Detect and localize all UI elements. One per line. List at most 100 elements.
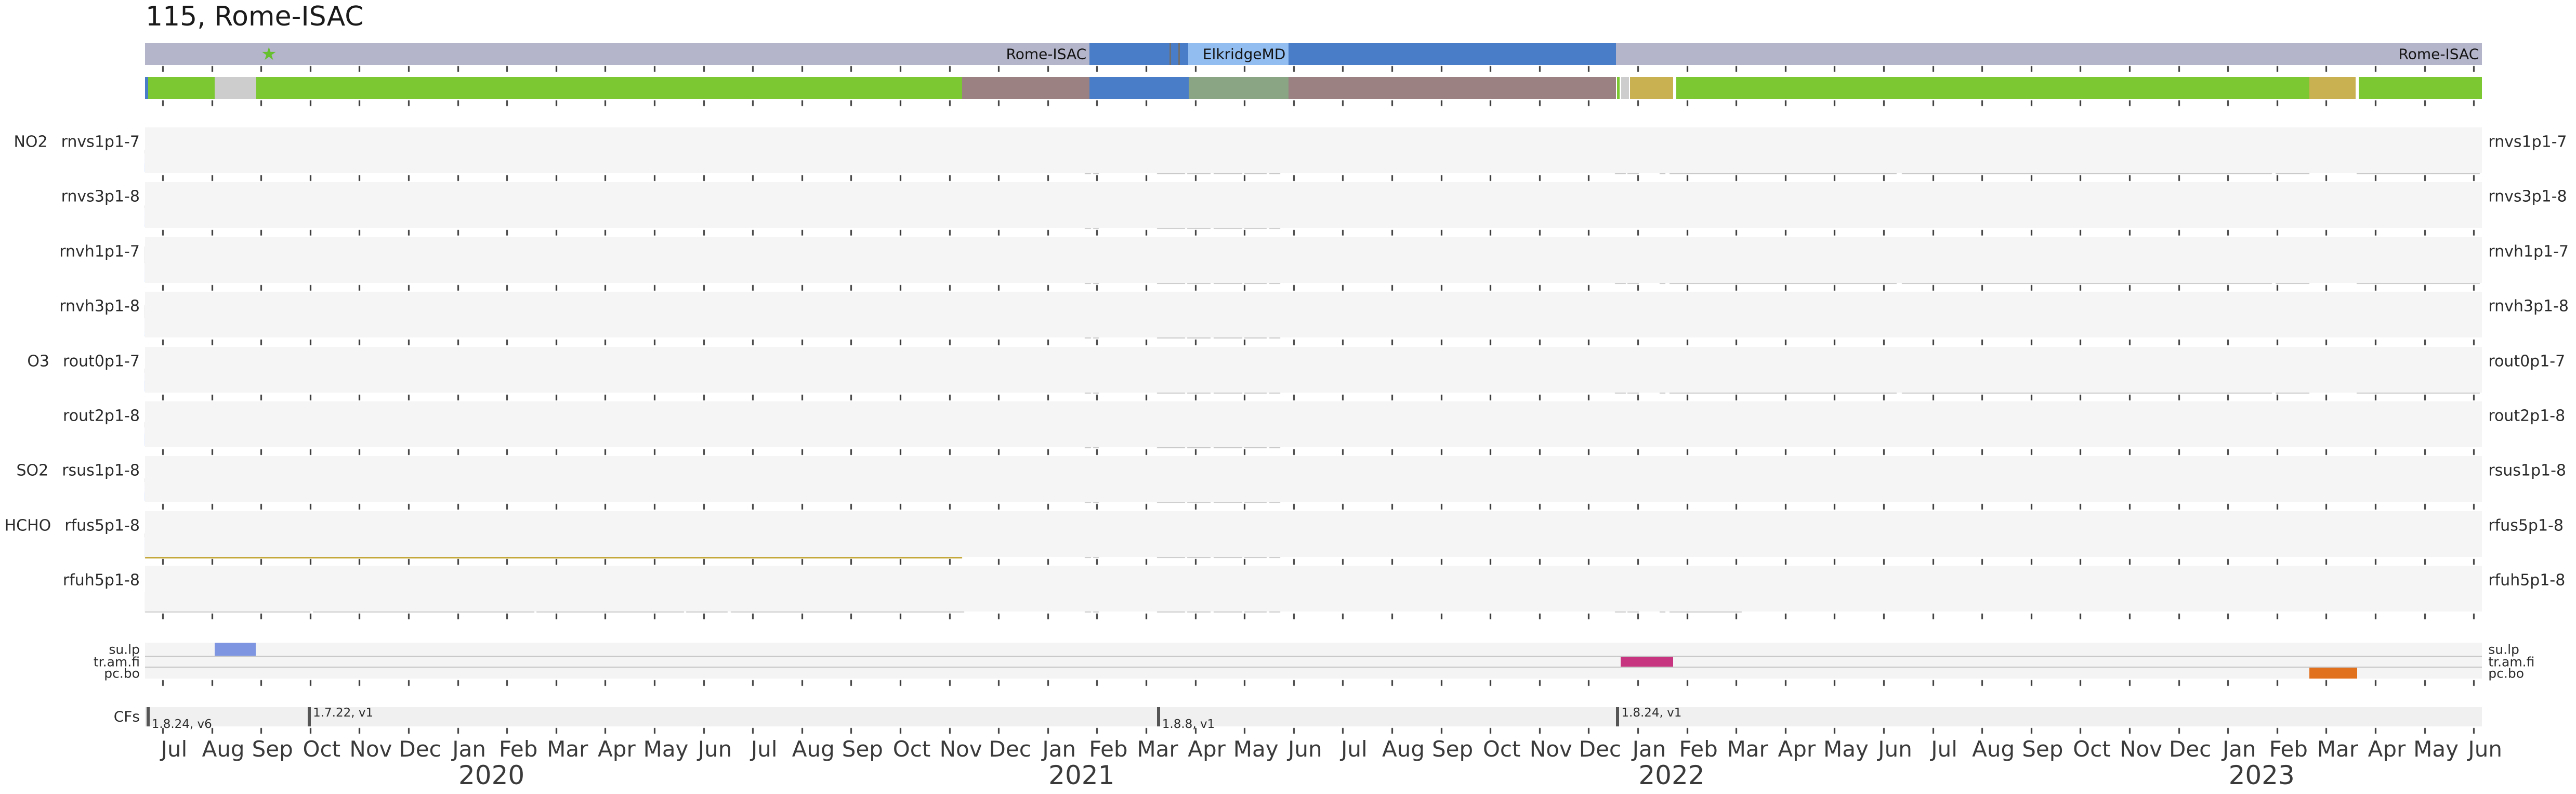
- axis-month-label: Oct: [2073, 736, 2111, 762]
- deployment-separator: [1178, 43, 1180, 65]
- axis-month-label: Nov: [1529, 736, 1572, 762]
- axis-month-label: Oct: [1482, 736, 1521, 762]
- row-background: [144, 292, 2482, 337]
- row-label-right: rfus5p1-8: [2488, 516, 2564, 535]
- axis-month-label: Jun: [2468, 736, 2502, 762]
- axis-month-label: Sep: [252, 736, 293, 762]
- product-label: rfus5p1-8: [64, 516, 140, 535]
- axis-month-label: Feb: [1089, 736, 1128, 762]
- axis-month-label: May: [1823, 736, 1869, 762]
- row-label-right: rnvh1p1-7: [2488, 242, 2569, 261]
- deployment-separator: [1169, 43, 1172, 65]
- row-background: [144, 182, 2482, 228]
- axis-month-label: Jan: [1632, 736, 1666, 762]
- status-segment: [1089, 77, 1189, 99]
- row-label-left: SO2 rsus1p1-8: [16, 462, 140, 480]
- status-segment: [1289, 77, 1616, 99]
- axis-month-label: Feb: [1679, 736, 1718, 762]
- axis-month-label: Jul: [1341, 736, 1368, 762]
- axis-month-label: Jul: [1931, 736, 1957, 762]
- product-label: rnvs1p1-7: [61, 133, 140, 151]
- event-label-right: tr.am.fi: [2488, 654, 2535, 669]
- axis-month-label: Dec: [2168, 736, 2212, 762]
- product-label: rnvs3p1-8: [61, 187, 140, 206]
- species-group-label: NO2: [14, 133, 48, 151]
- event-label-right: su.lp: [2488, 642, 2519, 657]
- location-segment: ElkridgeMD: [1188, 43, 1289, 65]
- status-segment: [1617, 77, 1620, 99]
- event-label-right: pc.bo: [2488, 666, 2525, 681]
- axis-month-label: Aug: [792, 736, 835, 762]
- row-background: [144, 511, 2482, 557]
- status-segment: [1621, 77, 1629, 99]
- product-label: rout2p1-8: [63, 407, 140, 425]
- status-segment: [215, 77, 256, 99]
- status-timeline-bar: [144, 77, 2482, 99]
- cfs-version-text: 1.8.24, v6: [151, 718, 212, 731]
- axis-month-label: Sep: [2022, 736, 2064, 762]
- event-strip: [144, 643, 2482, 656]
- axis-month-label: Jan: [452, 736, 486, 762]
- axis-month-label: Sep: [842, 736, 883, 762]
- axis-month-label: Jun: [698, 736, 732, 762]
- location-segment: Rome-ISAC: [1616, 43, 2482, 65]
- event-label-left: tr.am.fi: [93, 654, 140, 669]
- axis-month-label: Feb: [499, 736, 538, 762]
- status-segment: [2309, 77, 2356, 99]
- axis-month-label: Aug: [202, 736, 245, 762]
- event-block: [1620, 657, 1674, 667]
- axis-month-label: Nov: [2120, 736, 2162, 762]
- row-background: [144, 401, 2482, 447]
- axis-month-label: Jul: [751, 736, 778, 762]
- row-label-left: rnvs3p1-8: [61, 188, 140, 206]
- axis-month-label: Apr: [1188, 736, 1226, 762]
- status-segment: [144, 77, 148, 99]
- cfs-version-text: 1.7.22, v1: [313, 706, 374, 720]
- calibration-star-icon: ★: [261, 44, 277, 64]
- axis-year-label: 2020: [458, 760, 525, 790]
- axis-month-label: Jan: [1042, 736, 1076, 762]
- row-label-left: rout2p1-8: [63, 407, 140, 425]
- row-label-left: rnvh1p1-7: [59, 243, 140, 261]
- cfs-version-marker: [308, 707, 311, 726]
- page-title: 115, Rome-ISAC: [146, 1, 364, 32]
- axis-month-label: Mar: [547, 736, 588, 762]
- cfs-label: CFs: [113, 708, 140, 725]
- cfs-band: [144, 707, 2482, 726]
- row-label-left: NO2 rnvs1p1-7: [14, 133, 140, 151]
- row-label-right: rsus1p1-8: [2488, 461, 2567, 480]
- status-segment: [256, 77, 963, 99]
- row-label-right: rout0p1-7: [2488, 352, 2566, 371]
- axis-month-label: Oct: [303, 736, 341, 762]
- event-block: [2309, 668, 2357, 679]
- location-timeline-bar: Rome-ISAC ElkridgeMD Rome-ISAC ★: [144, 43, 2482, 65]
- event-strip: [144, 668, 2482, 679]
- status-segment: [1676, 77, 2310, 99]
- cfs-version-text: 1.8.8, v1: [1162, 718, 1215, 731]
- species-group-label: HCHO: [4, 516, 51, 535]
- product-label: rnvh1p1-7: [59, 242, 140, 261]
- axis-year-label: 2021: [1048, 760, 1115, 790]
- axis-month-label: Mar: [2317, 736, 2359, 762]
- axis-year-label: 2023: [2228, 760, 2295, 790]
- row-background: [144, 566, 2482, 611]
- location-label: ElkridgeMD: [1202, 45, 1286, 63]
- species-group-label: O3: [27, 352, 50, 371]
- status-segment: [2358, 77, 2482, 99]
- axis-year-label: 2022: [1638, 760, 1705, 790]
- row-label-left: rfuh5p1-8: [63, 571, 140, 590]
- axis-month-label: Feb: [2269, 736, 2308, 762]
- row-background: [144, 456, 2482, 502]
- axis-month-label: Aug: [1972, 736, 2015, 762]
- event-row-divider: [144, 667, 2482, 668]
- axis-month-label: Dec: [989, 736, 1031, 762]
- product-label: rfuh5p1-8: [62, 571, 140, 590]
- cfs-version-marker: [146, 707, 150, 726]
- axis-month-label: Apr: [598, 736, 636, 762]
- axis-month-label: May: [2413, 736, 2459, 762]
- axis-month-label: Jun: [1287, 736, 1322, 762]
- event-label-left: pc.bo: [104, 666, 140, 681]
- event-row-divider: [144, 656, 2482, 657]
- axis-month-label: Sep: [1432, 736, 1474, 762]
